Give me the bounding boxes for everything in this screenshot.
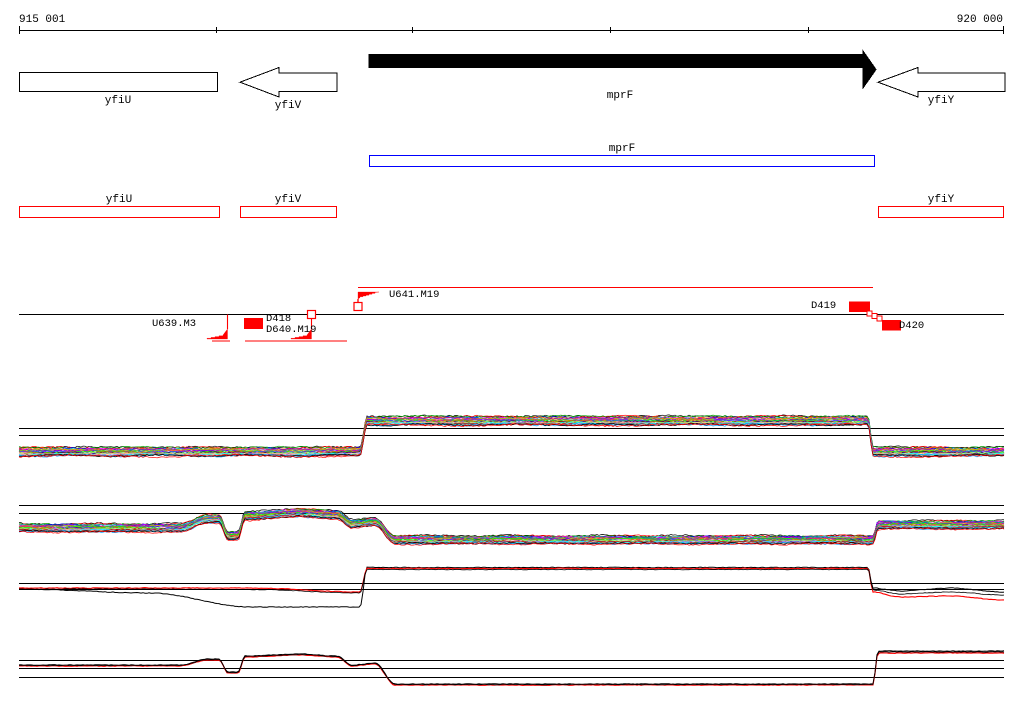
svg-text:yfiU: yfiU	[105, 95, 131, 107]
svg-text:mprF: mprF	[607, 90, 633, 102]
svg-text:D640.M19: D640.M19	[266, 324, 316, 336]
svg-text:D420: D420	[899, 320, 924, 332]
svg-text:mprF: mprF	[609, 143, 635, 155]
svg-text:D419: D419	[811, 300, 836, 312]
svg-text:yfiV: yfiV	[275, 194, 302, 206]
svg-text:yfiU: yfiU	[106, 194, 132, 206]
svg-text:920 000: 920 000	[957, 14, 1003, 26]
svg-text:yfiV: yfiV	[275, 100, 302, 112]
svg-text:yfiY: yfiY	[928, 95, 955, 107]
svg-text:U641.M19: U641.M19	[389, 289, 439, 301]
svg-text:U639.M3: U639.M3	[152, 318, 196, 330]
svg-text:yfiY: yfiY	[928, 194, 955, 206]
svg-text:915 001: 915 001	[19, 14, 66, 26]
